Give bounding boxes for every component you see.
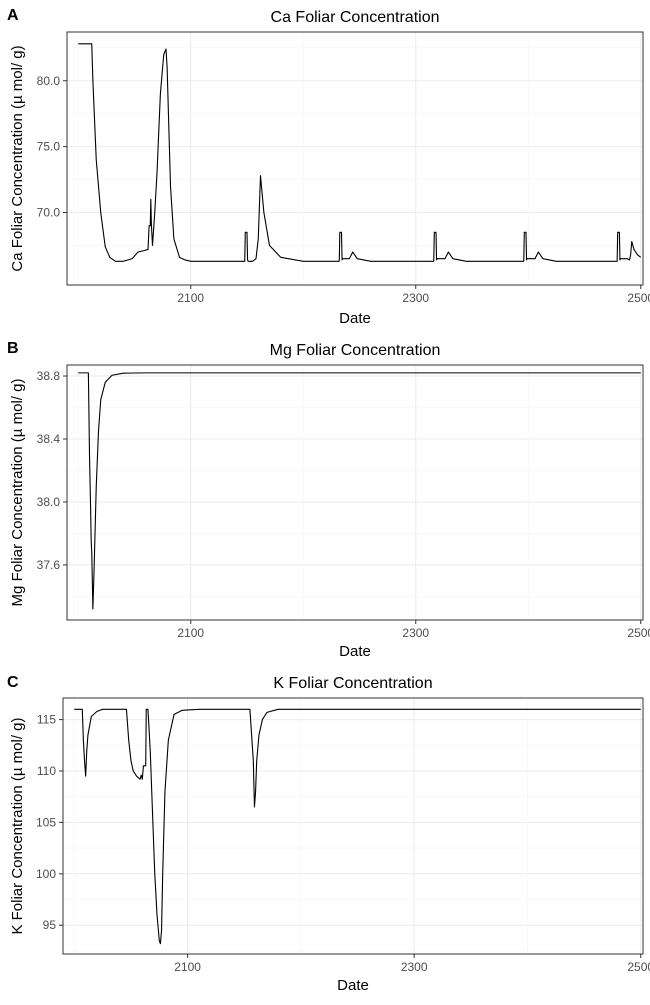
panel-letter: B <box>7 340 19 357</box>
y-tick-label: 75.0 <box>37 140 61 154</box>
y-tick-label: 38.4 <box>37 432 61 446</box>
panel-letter: A <box>7 7 19 24</box>
panel-letter: C <box>7 674 19 691</box>
y-tick-label: 38.8 <box>37 369 61 383</box>
gridlines <box>67 365 643 620</box>
y-tick-label: 105 <box>36 815 56 829</box>
series-line <box>78 372 641 610</box>
y-axis-title: K Foliar Concentration (µ mol/ g) <box>9 717 26 934</box>
plot-frame <box>62 697 644 955</box>
chart-panel-a: A Ca Foliar Concentration 2100 2300 2500 70.0… <box>7 7 650 327</box>
chart-title: K Foliar Concentration <box>273 675 432 692</box>
x-axis-title: Date <box>337 977 369 994</box>
y-tick-label: 115 <box>37 713 56 727</box>
y-tick-label: 100 <box>36 867 56 881</box>
y-tick-label: 110 <box>37 764 56 778</box>
gridlines <box>63 698 643 954</box>
x-tick-label: 2300 <box>401 960 428 974</box>
y-tick-label: 70.0 <box>37 206 61 220</box>
x-tick-label: 2100 <box>174 960 201 974</box>
x-axis-title: Date <box>339 310 371 327</box>
y-tick-label: 38.0 <box>37 495 61 509</box>
series-line <box>74 708 641 945</box>
x-tick-label: 2100 <box>177 626 204 640</box>
series-line <box>78 43 642 262</box>
chart-panel-c: C K Foliar Concentration 2100 2300 2500 95 100… <box>7 674 650 994</box>
y-tick-label: 37.6 <box>37 558 61 572</box>
chart-title: Ca Foliar Concentration <box>271 9 440 26</box>
x-tick-label: 2300 <box>402 626 429 640</box>
x-tick-label: 2500 <box>627 960 650 974</box>
plot-frame <box>66 31 644 286</box>
chart-panel-b: B Mg Foliar Concentration 2100 2300 2500 37.6… <box>7 340 650 660</box>
plot-frame <box>66 364 644 621</box>
x-tick-label: 2500 <box>627 291 650 305</box>
y-axis-title: Ca Foliar Concentration (µ mol/ g) <box>9 45 26 271</box>
x-tick-label: 2100 <box>177 291 204 305</box>
chart-title: Mg Foliar Concentration <box>270 342 441 359</box>
gridlines <box>67 32 643 285</box>
y-axis-title: Mg Foliar Concentration (µ mol/ g) <box>9 379 26 607</box>
y-tick-label: 80.0 <box>37 74 61 88</box>
x-tick-label: 2300 <box>402 291 429 305</box>
x-axis-title: Date <box>339 643 371 660</box>
x-tick-label: 2500 <box>627 626 650 640</box>
y-tick-label: 95 <box>43 918 57 932</box>
